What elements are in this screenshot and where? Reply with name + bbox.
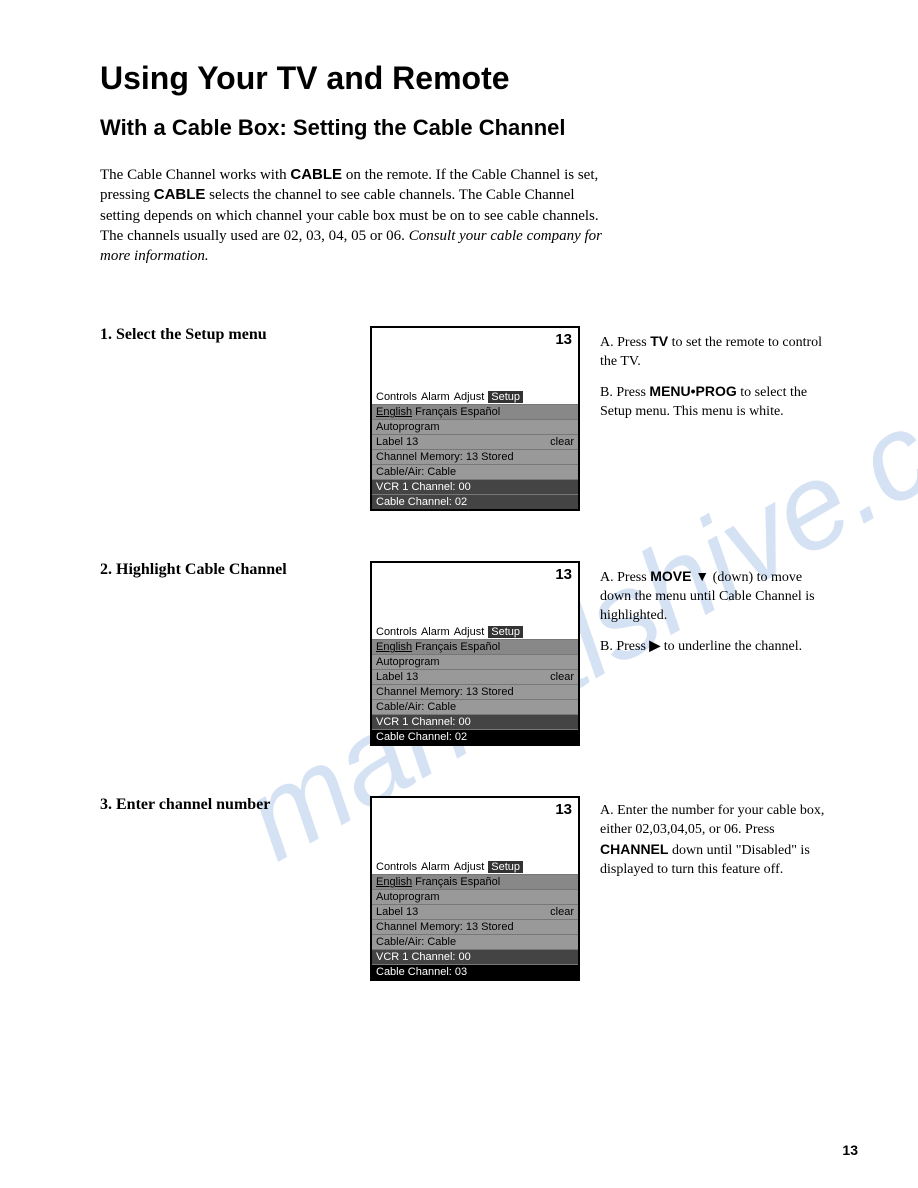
tv-channel-number: 13 — [555, 801, 572, 818]
intro-bold: CABLE — [290, 166, 342, 183]
tv-row-lang: English Français Español — [372, 404, 578, 419]
tv-top: 13 — [372, 328, 578, 390]
lang: English — [376, 641, 412, 653]
lang: Español — [460, 876, 500, 888]
tv-channel-number: 13 — [555, 566, 572, 583]
step-2: 2. Highlight Cable Channel 13 Controls A… — [100, 561, 828, 746]
instruction: A. Press MOVE ▼ (down) to move down the … — [600, 567, 828, 626]
step-3: 3. Enter channel number 13 Controls Alar… — [100, 796, 828, 981]
step-instructions: A. Press TV to set the remote to control… — [600, 326, 828, 432]
tv-screen: 13 Controls Alarm Adjust Setup English F… — [370, 326, 580, 511]
tab: Alarm — [421, 861, 450, 873]
step-title: Select the Setup menu — [116, 326, 267, 343]
tv-row: Cable/Air: Cable — [372, 699, 578, 714]
tv-screenshot-2: 13 Controls Alarm Adjust Setup English F… — [370, 561, 580, 746]
tv-row: Cable/Air: Cable — [372, 464, 578, 479]
step-heading: 3. Enter channel number — [100, 796, 350, 814]
tv-tabs: Controls Alarm Adjust Setup — [372, 390, 578, 404]
tv-row: Channel Memory: 13 Stored — [372, 684, 578, 699]
tv-row-lang: English Français Español — [372, 639, 578, 654]
tab: Controls — [376, 391, 417, 403]
tab-selected: Setup — [488, 861, 523, 873]
step-number: 1. — [100, 326, 112, 343]
step-title: Enter channel number — [116, 796, 270, 813]
step-instructions: A. Enter the number for your cable box, … — [600, 796, 828, 890]
intro-paragraph: The Cable Channel works with CABLE on th… — [100, 165, 610, 266]
tv-row: VCR 1 Channel: 00 — [372, 479, 578, 494]
tv-channel-number: 13 — [555, 331, 572, 348]
tv-row: Autoprogram — [372, 419, 578, 434]
page-title: Using Your TV and Remote — [100, 60, 828, 97]
step-instructions: A. Press MOVE ▼ (down) to move down the … — [600, 561, 828, 667]
tv-row-highlighted: Cable Channel: 03 — [372, 964, 578, 979]
step-number: 3. — [100, 796, 112, 813]
tv-tabs: Controls Alarm Adjust Setup — [372, 625, 578, 639]
step-number: 2. — [100, 561, 112, 578]
step-1: 1. Select the Setup menu 13 Controls Ala… — [100, 326, 828, 511]
lang: Français — [415, 406, 457, 418]
tab: Alarm — [421, 626, 450, 638]
instruction: B. Press ▶ to underline the channel. — [600, 636, 828, 657]
tab: Controls — [376, 861, 417, 873]
tv-row: Label 13clear — [372, 669, 578, 684]
instruction: B. Press MENU•PROG to select the Setup m… — [600, 382, 828, 422]
instruction: A. Enter the number for your cable box, … — [600, 802, 828, 880]
lang: Français — [415, 641, 457, 653]
step-title: Highlight Cable Channel — [116, 561, 287, 578]
tab-selected: Setup — [488, 391, 523, 403]
tv-row: VCR 1 Channel: 00 — [372, 949, 578, 964]
tv-menu: English Français Español Autoprogram Lab… — [372, 874, 578, 979]
tv-screen: 13 Controls Alarm Adjust Setup English F… — [370, 796, 580, 981]
instruction: A. Press TV to set the remote to control… — [600, 332, 828, 372]
tv-top: 13 — [372, 798, 578, 860]
tv-row: VCR 1 Channel: 00 — [372, 714, 578, 729]
tv-row: Channel Memory: 13 Stored — [372, 919, 578, 934]
tv-menu: English Français Español Autoprogram Lab… — [372, 404, 578, 509]
step-heading: 2. Highlight Cable Channel — [100, 561, 350, 579]
lang: Español — [460, 641, 500, 653]
tv-row: Autoprogram — [372, 654, 578, 669]
tv-row: Cable Channel: 02 — [372, 494, 578, 509]
page-number: 13 — [842, 1142, 858, 1158]
tv-row: Label 13clear — [372, 434, 578, 449]
tv-row: Autoprogram — [372, 889, 578, 904]
page-content: Using Your TV and Remote With a Cable Bo… — [100, 60, 828, 981]
tv-screenshot-3: 13 Controls Alarm Adjust Setup English F… — [370, 796, 580, 981]
lang: Français — [415, 876, 457, 888]
tv-screenshot-1: 13 Controls Alarm Adjust Setup English F… — [370, 326, 580, 511]
tv-top: 13 — [372, 563, 578, 625]
tv-row: Channel Memory: 13 Stored — [372, 449, 578, 464]
tab: Adjust — [454, 626, 485, 638]
page-subtitle: With a Cable Box: Setting the Cable Chan… — [100, 115, 828, 141]
tab: Alarm — [421, 391, 450, 403]
lang: Español — [460, 406, 500, 418]
tv-row: Label 13clear — [372, 904, 578, 919]
intro-text: The Cable Channel works with — [100, 167, 290, 183]
lang: English — [376, 876, 412, 888]
tab: Adjust — [454, 861, 485, 873]
tv-menu: English Français Español Autoprogram Lab… — [372, 639, 578, 744]
intro-bold: CABLE — [154, 186, 206, 203]
step-heading: 1. Select the Setup menu — [100, 326, 350, 344]
tab: Controls — [376, 626, 417, 638]
tv-row-highlighted: Cable Channel: 02 — [372, 729, 578, 744]
tv-row: Cable/Air: Cable — [372, 934, 578, 949]
tab-selected: Setup — [488, 626, 523, 638]
tv-screen: 13 Controls Alarm Adjust Setup English F… — [370, 561, 580, 746]
tab: Adjust — [454, 391, 485, 403]
tv-tabs: Controls Alarm Adjust Setup — [372, 860, 578, 874]
tv-row-lang: English Français Español — [372, 874, 578, 889]
lang: English — [376, 406, 412, 418]
